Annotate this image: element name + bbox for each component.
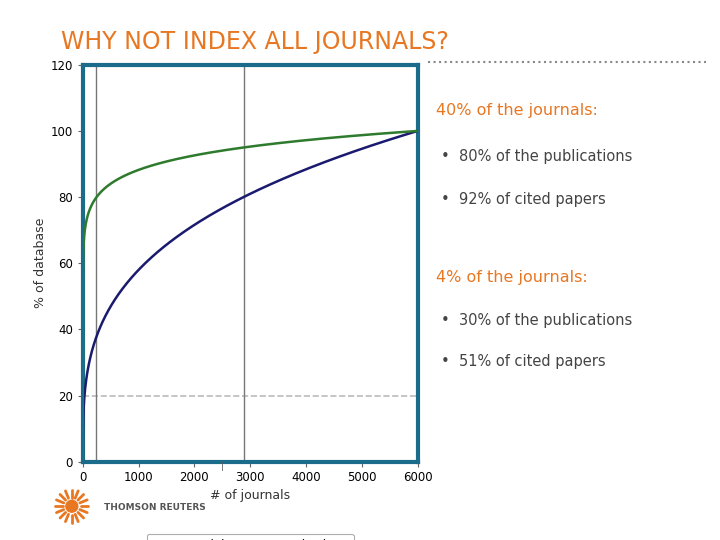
Text: •  30% of the publications: • 30% of the publications	[441, 313, 633, 328]
Text: 4% of the journals:: 4% of the journals:	[436, 270, 588, 285]
Text: THOMSON REUTERS: THOMSON REUTERS	[104, 503, 206, 512]
Text: |: |	[221, 462, 224, 471]
X-axis label: # of journals: # of journals	[210, 489, 290, 502]
Text: •  51% of cited papers: • 51% of cited papers	[441, 354, 606, 369]
Text: 40% of the journals:: 40% of the journals:	[436, 103, 598, 118]
Circle shape	[66, 500, 78, 512]
Text: WHY NOT INDEX ALL JOURNALS?: WHY NOT INDEX ALL JOURNALS?	[61, 30, 449, 53]
Legend: Articles, Citations: Articles, Citations	[147, 534, 354, 540]
Text: •  92% of cited papers: • 92% of cited papers	[441, 192, 606, 207]
Y-axis label: % of database: % of database	[34, 218, 47, 308]
Text: •  80% of the publications: • 80% of the publications	[441, 148, 633, 164]
